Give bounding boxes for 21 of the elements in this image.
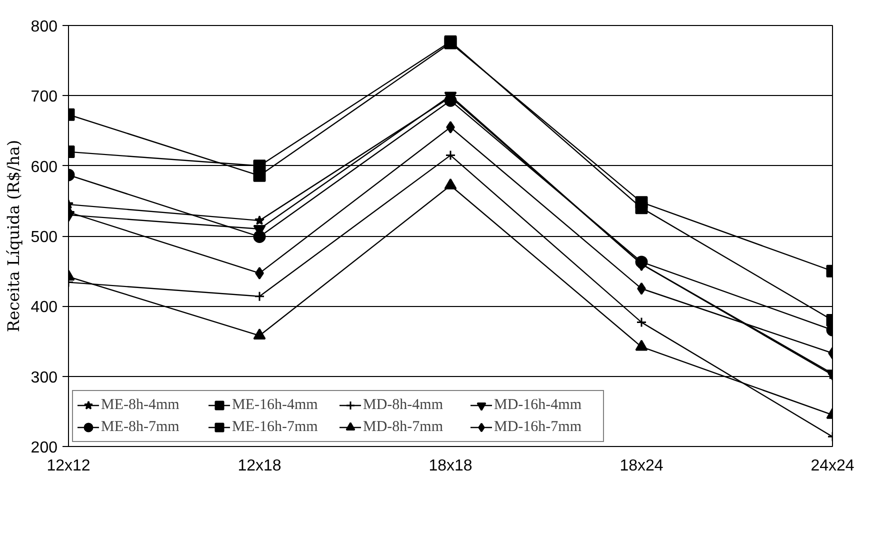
y-tick-label: 600 — [30, 158, 58, 176]
x-tick-label: 18x18 — [428, 458, 472, 474]
x-tick-label: 18x24 — [620, 458, 664, 474]
legend-label: ME-16h-7mm — [232, 418, 319, 436]
y-tick-label: 400 — [30, 299, 58, 316]
legend-label: ME-8h-4mm — [101, 396, 180, 414]
legend-label: ME-16h-4mm — [232, 396, 319, 414]
legend-label: ME-8h-7mm — [101, 418, 180, 436]
legend-label: MD-16h-4mm — [494, 396, 582, 414]
x-tick-label: 12x18 — [238, 458, 282, 474]
y-tick-label: 200 — [30, 440, 58, 456]
legend-label: MD-16h-7mm — [494, 418, 582, 436]
y-tick-label: 800 — [30, 18, 58, 36]
y-tick-label: 500 — [30, 229, 58, 246]
legend-label: MD-8h-4mm — [363, 396, 444, 414]
y-tick-label: 700 — [30, 88, 58, 106]
y-tick-label: 300 — [30, 369, 58, 386]
x-tick-label: 24x24 — [810, 458, 854, 474]
x-tick-label: 12x12 — [46, 458, 90, 474]
legend-label: MD-8h-7mm — [363, 418, 444, 436]
y-axis-title: Receita Líquida (R$/ha) — [4, 140, 23, 332]
